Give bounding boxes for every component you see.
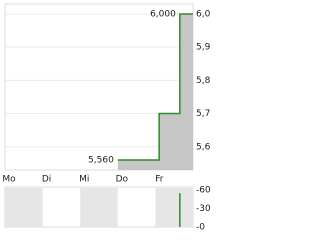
- x-tick-label: Do: [116, 175, 129, 185]
- x-tick-label: Di: [42, 175, 51, 185]
- area: [117, 13, 193, 170]
- y-tick-label: 5,7: [196, 109, 210, 119]
- day-band: [5, 188, 43, 227]
- y-tick-label: 5,8: [196, 76, 211, 86]
- y-tick-label: -60: [196, 186, 211, 196]
- day-band: [80, 188, 118, 227]
- x-tick-label: Mo: [2, 175, 16, 185]
- x-tick-label: Mi: [79, 175, 89, 185]
- x-tick-label: Fr: [155, 175, 164, 185]
- day-band: [155, 188, 193, 227]
- chart: 5,6 5,7 5,8 5,9 6,0 Mo Di Mi Do Fr 5,560 6,000 -60 -3…: [2, 3, 211, 233]
- y-tick-label: 6,0: [196, 9, 211, 19]
- y-tick-label: -30: [196, 204, 211, 214]
- value-label: 5,560: [88, 156, 114, 166]
- y-tick-label: -0: [196, 223, 205, 233]
- price-line: [117, 13, 193, 161]
- y-tick-label: 5,9: [196, 43, 211, 53]
- y-tick-label: 5,6: [196, 142, 211, 152]
- value-label: 6,000: [150, 9, 176, 19]
